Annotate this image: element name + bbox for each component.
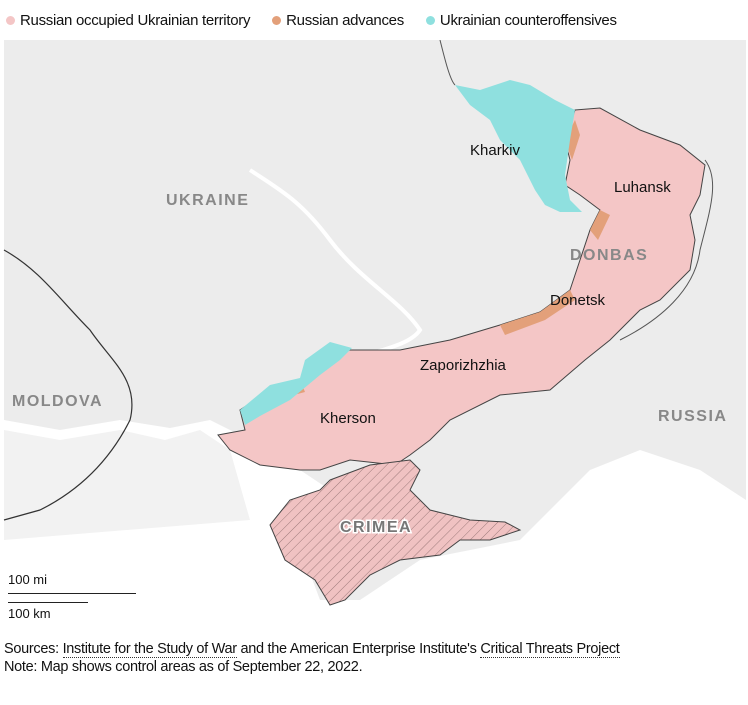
label-kherson: Kherson	[320, 410, 376, 427]
footer: Sources: Institute for the Study of War …	[4, 640, 620, 676]
label-russia: RUSSIA	[658, 408, 727, 425]
map: Kharkiv Luhansk DONBAS Donetsk Zaporizhz…	[3, 40, 746, 632]
legend-swatch	[6, 16, 15, 25]
coastal-land	[4, 430, 250, 540]
label-ukraine: UKRAINE	[166, 192, 249, 209]
label-donbas: DONBAS	[570, 247, 648, 264]
label-luhansk: Luhansk	[614, 179, 671, 196]
occupied-territory	[217, 107, 706, 471]
russia-border	[439, 40, 714, 341]
kherson-counteroffensive	[240, 342, 352, 425]
source-link-isw[interactable]: Institute for the Study of War	[62, 641, 237, 658]
legend-swatch	[425, 16, 435, 25]
label-zaporizhzhia: Zaporizhzhia	[420, 357, 507, 374]
label-kharkiv: Kharkiv	[470, 142, 521, 159]
legend-label: Russian advances	[286, 12, 404, 29]
crimea-annexed	[269, 459, 522, 606]
note-line: Note: Map shows control areas as of Sept…	[4, 659, 363, 675]
label-donetsk: Donetsk	[550, 292, 606, 309]
scale-bar-km	[8, 602, 88, 603]
scale-miles-label: 100 mi	[8, 572, 48, 587]
legend-item-counteroffensives: Ukrainian counteroffensives	[425, 12, 617, 29]
legend-swatch	[272, 16, 282, 25]
kharkiv-counteroffensive	[455, 80, 582, 212]
sources-mid: and the American Enterprise Institute's	[236, 641, 481, 657]
legend-label: Russian occupied Ukrainian territory	[20, 12, 251, 29]
sources-line: Sources: Institute for the Study of War …	[4, 640, 620, 658]
label-crimea: CRIMEA	[340, 519, 412, 536]
source-link-ctp[interactable]: Critical Threats Project	[480, 641, 620, 658]
scale-km-label: 100 km	[8, 606, 51, 621]
legend-label: Ukrainian counteroffensives	[439, 12, 617, 29]
label-moldova: MOLDOVA	[12, 393, 103, 410]
sources-prefix: Sources:	[4, 641, 63, 657]
legend-item-occupied: Russian occupied Ukrainian territory	[6, 12, 250, 29]
map-legend: Russian occupied Ukrainian territory Rus…	[6, 12, 617, 29]
scale-bar-miles	[8, 593, 136, 594]
legend-item-advances: Russian advances	[272, 12, 404, 29]
moldova-border	[3, 249, 133, 521]
